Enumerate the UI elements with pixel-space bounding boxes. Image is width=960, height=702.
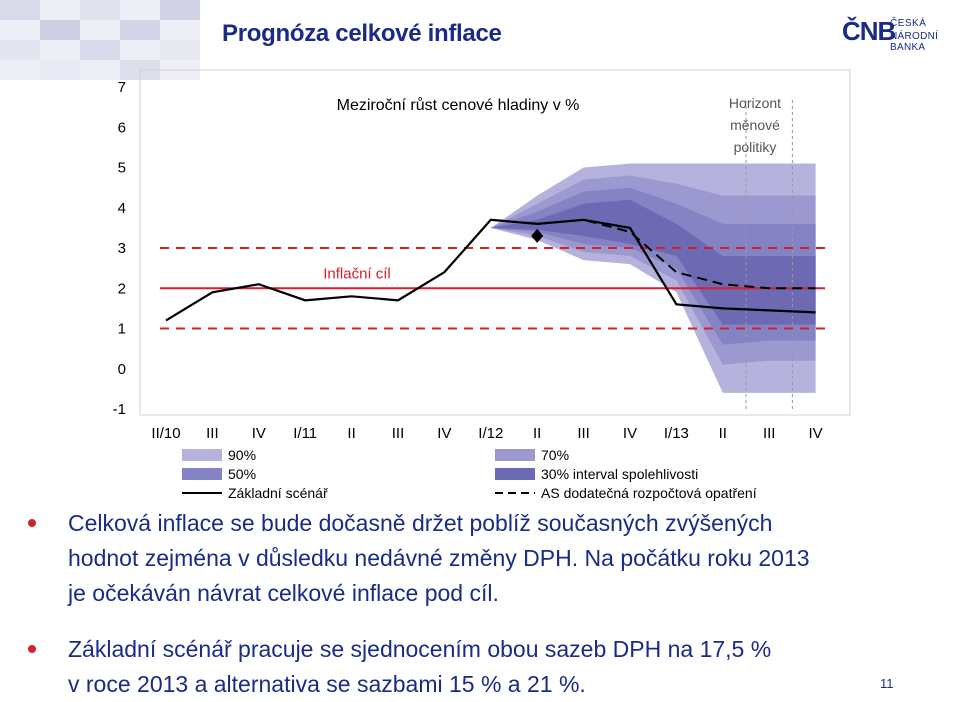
legend-label: 90% [228, 447, 256, 463]
x-tick-label: IV [252, 425, 266, 442]
inflation-fan-chart: Horizont měnové politiky Inflační cíl Meziro… [113, 69, 851, 501]
y-tick-label: 3 [118, 240, 126, 257]
legend-label: 50% [228, 466, 256, 482]
x-tick-label: IV [809, 425, 823, 442]
x-tick-label: II [533, 425, 541, 442]
logo-line1: ČESKÁ [890, 18, 927, 29]
y-tick-label: 5 [118, 160, 126, 177]
chart-title: Meziroční růst cenové hladiny v % [337, 96, 580, 114]
bullet-1-line1: Celková inflace se bude dočasně držet po… [68, 510, 773, 536]
legend-label: 30% interval spolehlivosti [541, 466, 698, 482]
bullet-2-line1: Základní scénář pracuje se sjednocením o… [68, 636, 772, 662]
y-tick-label: 6 [118, 119, 126, 136]
x-tick-label: II [347, 425, 355, 442]
legend-swatch-band50 [182, 468, 222, 480]
x-tick-label: II/10 [151, 425, 180, 442]
logo-mark: ČNB [842, 16, 896, 46]
page-number: 11 [880, 676, 894, 691]
legend-label: Základní scénář [228, 485, 328, 501]
legend-swatch-band70 [495, 449, 535, 461]
series-line-2 [490, 218, 816, 290]
bullet-1: Celková inflace se bude dočasně držet po… [28, 506, 928, 611]
bullet-dot [28, 645, 36, 653]
horizon-label-2: měnové [730, 117, 780, 133]
x-tick-label: I/11 [293, 425, 317, 442]
y-tick-label: 7 [118, 79, 126, 96]
bullet-2: Základní scénář pracuje se sjednocením o… [28, 632, 928, 702]
logo-line2: NÁRODNÍ BANKA [890, 31, 939, 53]
y-tick-label: 2 [118, 280, 126, 297]
legend-label: 70% [541, 447, 569, 463]
legend-swatch-band90 [182, 449, 222, 461]
y-tick-label: 0 [118, 361, 126, 378]
target-label: Inflační cíl [323, 265, 391, 282]
x-tick-label: I/12 [478, 425, 503, 442]
x-tick-label: III [392, 425, 405, 442]
fan-band-p30 [490, 199, 816, 325]
x-tick-label: II [719, 425, 727, 442]
bullet-2-line2: v roce 2013 a alternativa se sazbami 15 … [68, 671, 586, 697]
x-tick-label: IV [623, 425, 637, 442]
x-tick-label: III [577, 425, 590, 442]
horizon-label-3: politiky [734, 139, 777, 155]
diamond-marker [531, 228, 544, 243]
cnb-logo: ČNB ČESKÁ NÁRODNÍ BANKA [842, 14, 952, 54]
y-tick-label: 4 [118, 200, 126, 217]
y-tick-label: 1 [118, 321, 126, 338]
bullet-1-line3: je očekáván návrat celkové inflace pod c… [68, 580, 499, 606]
bullet-dot [28, 519, 36, 527]
horizon-label-1: Horizont [729, 95, 781, 111]
x-tick-label: IV [437, 425, 451, 442]
x-tick-label: III [763, 425, 776, 442]
x-tick-label: I/13 [664, 425, 689, 442]
header-mosaic [0, 0, 200, 80]
legend-label: AS dodatečná rozpočtová opatření [541, 485, 757, 501]
bullet-1-line2: hodnot zejména v důsledku nedávné změny … [68, 545, 810, 571]
plot-frame [139, 69, 851, 416]
x-tick-label: III [206, 425, 219, 442]
legend-swatch-band30 [495, 468, 535, 480]
page-title: Prognóza celkové inflace [222, 20, 502, 47]
y-tick-label: -1 [113, 401, 126, 418]
